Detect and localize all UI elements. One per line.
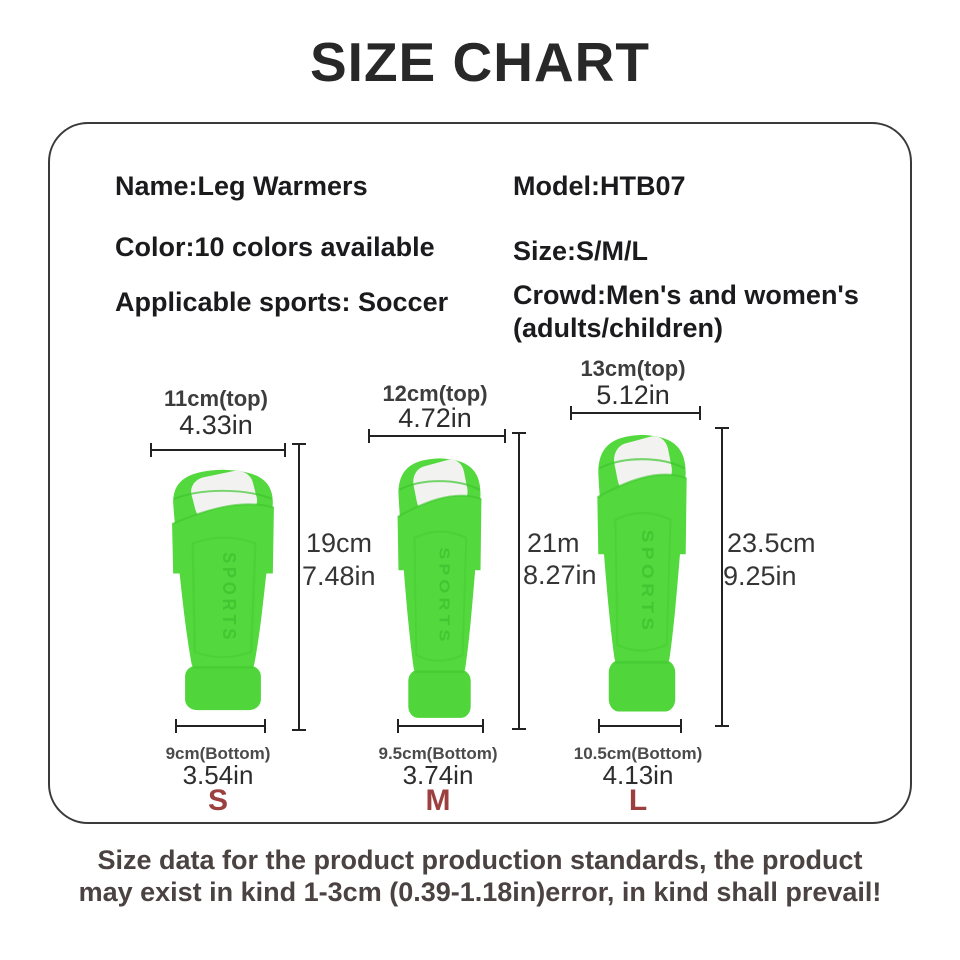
product-color-text: Color:10 colors available [115, 232, 435, 262]
bottom-width-in-label: 3.74in [402, 760, 474, 790]
bottom-width-cm-label: 9.5cm(Bottom) [378, 744, 498, 763]
sleeve-rim-seam [173, 489, 273, 500]
sleeve-rim-seam [598, 458, 686, 470]
bottom-width-cm-label: 10.5cm(Bottom) [573, 744, 703, 763]
bottom-width-measure-line [397, 719, 484, 733]
bottom-width-measure-line [598, 719, 682, 733]
top-width-in-label: 4.72in [398, 403, 472, 433]
top-width-cm-label: 11cm(top) [164, 386, 268, 411]
height-measure-line [715, 427, 729, 727]
product-model-text: Model:HTB07 [513, 171, 686, 201]
top-width-measure-line [570, 406, 701, 420]
disclaimer-line-1: Size data for the product production sta… [97, 845, 863, 875]
sleeve-print-text: SPORTS [436, 547, 453, 645]
product-size-text: Size:S/M/L [513, 236, 649, 266]
bottom-width-measure-line [175, 719, 266, 733]
bottom-width-in-label: 3.54in [182, 760, 254, 790]
top-width-in-label: 5.12in [596, 380, 670, 410]
size-letter-l: L [628, 784, 648, 817]
top-width-in-label: 4.33in [179, 410, 253, 440]
sleeve-cuff [185, 665, 261, 711]
height-cm-label: 23.5cm [727, 528, 816, 558]
sleeve-panel-outline [191, 536, 257, 659]
sleeve-rim-seam [399, 480, 480, 491]
product-crowd-text: Crowd:Men's and women's (adults/children… [513, 280, 859, 343]
height-in-label: 7.48in [302, 561, 376, 591]
shin-sleeve-s: SPORTS [171, 469, 275, 711]
top-width-cm-label: 13cm(top) [580, 356, 686, 381]
top-width-measure-line [150, 443, 286, 457]
bottom-width-in-label: 4.13in [602, 760, 674, 790]
product-name-text: Name:Leg Warmers [115, 171, 368, 201]
shin-sleeve-l: SPORTS [596, 434, 687, 712]
sleeve-cuff [408, 669, 471, 718]
page-title: SIZE CHART [310, 31, 650, 93]
height-cm-label: 21m [527, 528, 580, 558]
sleeve-edge-seam [171, 503, 275, 525]
height-in-label: 8.27in [523, 560, 597, 590]
size-letter-s: S [207, 784, 228, 817]
sleeve-cuff [608, 660, 676, 712]
top-width-measure-line [368, 429, 506, 443]
sleeve-panel-outline [413, 530, 468, 662]
disclaimer-line-2: may exist in kind 1-3cm (0.39-1.18in)err… [78, 877, 882, 907]
sleeve-front-edge [597, 474, 687, 555]
sleeve-edge-seam [596, 473, 687, 499]
shin-sleeve-m: SPORTS [397, 458, 482, 718]
height-in-label: 9.25in [723, 561, 797, 591]
sleeve-print-text: SPORTS [219, 552, 240, 643]
sleeve-front-edge [397, 495, 482, 571]
height-measure-line [292, 443, 306, 731]
sleeve-panel-outline [614, 511, 672, 652]
sleeve-print-text: SPORTS [638, 530, 656, 635]
bottom-width-cm-label: 9cm(Bottom) [165, 744, 271, 763]
top-width-cm-label: 12cm(top) [382, 381, 488, 406]
height-measure-line [512, 432, 526, 730]
product-sports-text: Applicable sports: Soccer [115, 287, 449, 317]
size-letter-m: M [425, 784, 451, 817]
height-cm-label: 19cm [306, 528, 373, 558]
sleeve-front-edge [172, 504, 274, 574]
sleeve-edge-seam [397, 494, 482, 518]
